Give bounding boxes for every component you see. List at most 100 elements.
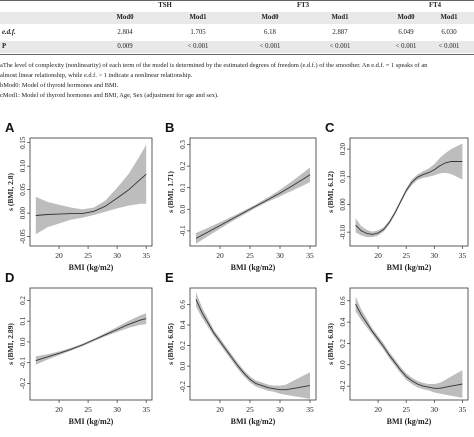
panel-f-y-tick-label: -0.2 — [339, 380, 347, 392]
panel-a-x-axis-label: BMI (kg/m2) — [69, 263, 114, 272]
table-cell: < 0.001 — [438, 43, 460, 50]
table-cell: < 0.001 — [329, 43, 351, 50]
panel-c-fit-line — [355, 161, 463, 235]
panel-f-frame — [349, 287, 469, 401]
panel-c-x-tick-label: 30 — [431, 251, 439, 260]
panel-e-y-tick-label: 0.2 — [179, 341, 187, 350]
footnote: almost linear relationship, while e.d.f.… — [0, 72, 193, 79]
group-header-tsh: TSH — [158, 2, 172, 9]
panel-c-x-tick-label: 25 — [402, 251, 410, 260]
table-cell: 0.009 — [117, 43, 133, 50]
panel-e-x-tick-label: 25 — [246, 405, 254, 414]
panel-a-y-tick-label: 0.10 — [19, 160, 27, 173]
panel-d-letter: D — [5, 270, 14, 285]
panel-e-y-axis-label: s (BMI, 6.05) — [166, 323, 175, 365]
table-model-header-row: Mod0 Mod1 Mod0 Mod1 Mod0 Mod1 — [0, 12, 474, 24]
panel-d-y-tick-label: -0.1 — [19, 357, 27, 369]
panel-b-y-tick-label: 0.1 — [179, 183, 187, 192]
panel-c-confidence-band — [355, 143, 463, 238]
table-cell: < 0.001 — [395, 43, 417, 50]
panel-c-y-axis-label: s (BMI, 6.12) — [326, 171, 335, 213]
panel-e-y-tick-label: 0.0 — [179, 361, 187, 370]
table-top-rule — [0, 0, 474, 1]
model-header: Mod0 — [261, 14, 279, 21]
panel-b-letter: B — [165, 120, 174, 135]
panel-f-x-tick-label: 30 — [431, 405, 439, 414]
panel-e-x-axis-label: BMI (kg/m2) — [231, 417, 276, 426]
table-cell: < 0.001 — [187, 43, 209, 50]
panel-a-letter: A — [5, 120, 15, 135]
panel-f-y-tick-label: 0.0 — [339, 360, 347, 369]
table-cell: 6.049 — [398, 29, 414, 36]
panel-c-x-tick-label: 35 — [459, 251, 467, 260]
table-row: P 0.009 < 0.001 < 0.001 < 0.001 < 0.001 … — [0, 41, 474, 53]
panel-d-y-tick-label: 0.2 — [19, 296, 27, 305]
panel-a-y-axis-label: s (BMI, 2.8) — [6, 173, 15, 211]
panel-e-y-tick-label: 0.6 — [179, 300, 187, 309]
panel-a-y-tick-label: 0.00 — [19, 207, 27, 220]
panel-a-x-tick-label: 35 — [142, 251, 150, 260]
panel-b-confidence-band — [196, 167, 310, 244]
panel-d-y-tick-label: 0.1 — [19, 316, 27, 325]
table-row: e.d.f. 2.804 1.705 6.18 2.887 6.049 6.03… — [0, 27, 474, 39]
model-header: Mod1 — [440, 14, 458, 21]
panel-a-x-tick-label: 25 — [84, 251, 92, 260]
panel-e-fit-line — [195, 299, 311, 391]
panel-f-y-tick-label: 0.2 — [339, 339, 347, 348]
panel-d-y-axis-label: s (BMI, 2.89) — [6, 323, 15, 365]
panel-a-y-tick-label: -0.05 — [19, 229, 27, 244]
panel-f-x-tick-label: 35 — [459, 405, 467, 414]
panel-d-x-tick-label: 30 — [113, 405, 121, 414]
panel-c-y-tick-label: 0.10 — [339, 170, 347, 183]
table-cell: < 0.001 — [259, 43, 281, 50]
table-cell: 1.705 — [190, 29, 206, 36]
panel-f-fit-line — [355, 303, 463, 389]
panel-d-x-tick-label: 35 — [142, 405, 150, 414]
panel-c-letter: C — [325, 120, 335, 135]
panel-b-fit-line — [195, 174, 311, 239]
group-header-ft4: FT4 — [428, 2, 442, 9]
panel-b-x-tick-label: 25 — [246, 251, 254, 260]
panel-c-x-tick-label: 20 — [374, 251, 382, 260]
panel-a-x-tick-label: 20 — [55, 251, 63, 260]
table-cell: 6.030 — [441, 29, 457, 36]
table-cell: 6.18 — [264, 29, 276, 36]
panel-f-confidence-band — [355, 296, 463, 398]
panel-e-x-tick-label: 30 — [276, 405, 284, 414]
panel-c-x-axis-label: BMI (kg/m2) — [387, 263, 432, 272]
table-bottom-rule — [0, 54, 474, 55]
panel-c-y-tick-label: 0.20 — [339, 142, 347, 155]
panel-f-y-tick-label: 0.6 — [339, 296, 347, 305]
row-label: P — [2, 43, 7, 50]
panel-e-y-tick-label: -0.2 — [179, 381, 187, 393]
panel-e-x-tick-label: 35 — [306, 405, 314, 414]
footnote: bMod0: Model of thyroid hormones and BMI… — [0, 82, 119, 89]
panel-e-letter: E — [165, 270, 174, 285]
panel-e-frame — [189, 287, 317, 401]
row-label: e.d.f. — [2, 29, 16, 36]
panel-a-x-tick-label: 30 — [113, 251, 121, 260]
panel-f-letter: F — [325, 270, 333, 285]
panel-a-frame — [29, 137, 153, 247]
panel-a-y-tick-label: 0.05 — [19, 183, 27, 196]
panel-b-x-axis-label: BMI (kg/m2) — [231, 263, 276, 272]
panel-d-y-tick-label: 0.0 — [19, 337, 27, 346]
panel-d-x-tick-label: 25 — [84, 405, 92, 414]
panel-b-y-tick-label: -0.1 — [179, 225, 187, 237]
panel-a-fit-line — [35, 173, 147, 216]
table-cell: 2.887 — [332, 29, 348, 36]
table-group-header-row: TSH FT3 FT4 — [0, 0, 474, 12]
panel-c-y-tick-label: -0.10 — [339, 224, 347, 239]
panel-e-x-tick-label: 20 — [216, 405, 224, 414]
panel-f-y-tick-label: 0.4 — [339, 317, 347, 326]
panel-f-x-tick-label: 20 — [374, 405, 382, 414]
group-header-ft3: FT3 — [296, 2, 310, 9]
panel-b-x-tick-label: 35 — [306, 251, 314, 260]
panel-b-x-tick-label: 30 — [276, 251, 284, 260]
panel-b-y-axis-label: s (BMI, 1.71) — [166, 171, 175, 213]
table-cell: 2.804 — [117, 29, 133, 36]
panel-d-fit-line — [35, 318, 147, 362]
panel-b-y-tick-label: 0.0 — [179, 204, 187, 213]
panel-f-y-axis-label: s (BMI, 6.03) — [326, 323, 335, 365]
